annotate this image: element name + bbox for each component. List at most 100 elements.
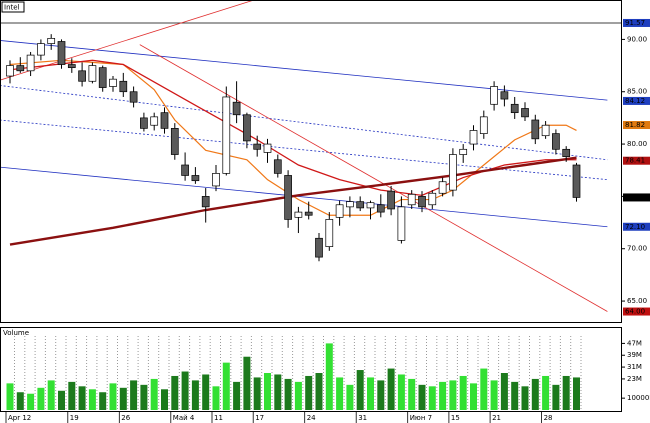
candle-body	[325, 219, 334, 247]
candle-body	[140, 117, 148, 129]
candle-body	[366, 202, 375, 209]
candle-body	[459, 148, 468, 155]
candle-body	[78, 70, 86, 82]
volume-bar	[99, 392, 107, 410]
volume-bar	[552, 384, 560, 410]
x-tick-label: 15	[451, 414, 460, 422]
volume-tick-label: 31M	[627, 363, 642, 371]
volume-bar	[511, 381, 519, 410]
candle-body	[541, 124, 550, 137]
volume-bar	[315, 373, 323, 410]
candle-body	[418, 196, 426, 208]
price-marker	[623, 156, 650, 165]
candle-body	[510, 103, 519, 114]
volume-bar	[367, 377, 374, 410]
candle-body	[37, 43, 45, 56]
candle-body	[572, 164, 581, 198]
volume-bar	[6, 383, 14, 410]
volume-tick-label: 23M	[627, 375, 642, 383]
candle-body	[428, 192, 437, 206]
x-tick-label: Май 4	[173, 414, 195, 422]
candle-body	[315, 237, 323, 258]
price-plot	[1, 1, 621, 312]
candle-body	[212, 173, 220, 187]
price-marker-label: 84.12	[625, 97, 645, 105]
volume-bar	[16, 392, 24, 410]
volume-bar	[294, 381, 302, 410]
x-tick-label: 19	[70, 414, 79, 422]
candle-body	[500, 91, 509, 100]
volume-bar	[274, 374, 282, 410]
trend-line	[1, 1, 253, 81]
volume-tick-label: 47M	[627, 339, 642, 347]
volume-bar	[562, 375, 570, 410]
volume-bar	[47, 380, 55, 410]
candle-body	[243, 114, 251, 142]
volume-bar	[387, 368, 395, 410]
volume-bar	[140, 384, 148, 410]
volume-bar	[356, 370, 364, 410]
price-marker-label: 81.82	[625, 121, 645, 129]
volume-bar	[336, 377, 344, 410]
candle-body	[438, 181, 447, 194]
price-panel	[0, 0, 622, 323]
volume-bar	[58, 390, 65, 410]
candle-body	[253, 143, 262, 150]
volume-bar	[573, 377, 580, 410]
price-marker	[623, 18, 650, 27]
x-tick-label: 11	[214, 414, 223, 422]
candle-body	[150, 116, 159, 126]
y-tick-label: 80.00	[627, 140, 647, 148]
candle-body	[449, 154, 457, 191]
volume-bar	[191, 380, 199, 410]
x-tick-label: Июн 7	[410, 414, 432, 422]
volume-bar	[181, 371, 189, 410]
candle-body	[16, 65, 25, 72]
trend-line	[1, 166, 608, 228]
moving-average	[9, 59, 577, 197]
candle-body	[552, 133, 560, 150]
candle-body	[521, 108, 529, 118]
x-tick-label: 31	[358, 414, 367, 422]
candle-body	[273, 159, 282, 174]
candle-body	[119, 80, 128, 93]
candle-body	[376, 204, 385, 213]
volume-bar	[470, 383, 477, 410]
volume-bar	[418, 384, 426, 410]
volume-bar	[202, 374, 210, 410]
volume-bar	[233, 381, 241, 410]
title-box	[1, 1, 25, 13]
volume-bar	[521, 386, 529, 410]
price-marker-label: 91.57	[625, 19, 645, 27]
volume-bar	[27, 393, 35, 410]
volume-bar	[37, 387, 45, 410]
candle-body	[304, 211, 313, 216]
price-marker-label: 72.10	[625, 223, 645, 231]
volume-bar	[500, 373, 508, 410]
volume-bar	[459, 375, 467, 410]
candle-body	[170, 128, 179, 155]
candle-body	[129, 91, 138, 103]
volume-bar	[161, 389, 168, 410]
trend-line	[139, 44, 608, 312]
candle-body	[469, 130, 478, 145]
volume-title: Volume	[3, 329, 29, 337]
volume-bar	[264, 373, 271, 410]
volume-tick-label: 39M	[627, 351, 642, 359]
candle-body	[57, 41, 66, 65]
candle-body	[335, 204, 344, 218]
volume-bar	[531, 378, 539, 410]
volume-bar	[119, 387, 127, 410]
candle-body	[562, 148, 571, 157]
price-marker-label: 78.41	[625, 157, 645, 165]
volume-bar	[439, 381, 447, 410]
candle-body	[6, 65, 14, 77]
volume-bar	[130, 380, 138, 410]
candle-body	[201, 196, 210, 208]
candle-body	[387, 190, 395, 210]
price-marker-label: 74.90	[625, 193, 645, 201]
x-tick-label: 26	[121, 414, 130, 422]
volume-bar	[428, 386, 436, 410]
volume-bar	[150, 378, 158, 410]
